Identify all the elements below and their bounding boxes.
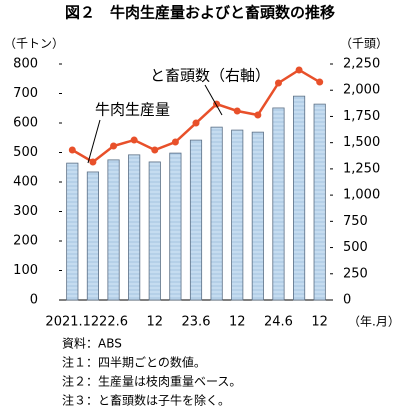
bar: [107, 159, 120, 301]
note: 資料：ABS: [62, 337, 122, 351]
chart-title: 図２ 牛肉生産量およびと畜頭数の推移: [65, 4, 335, 22]
line-point: [110, 142, 118, 150]
y-tick-label: 600: [13, 116, 38, 131]
line-point: [274, 79, 282, 87]
bar: [251, 131, 264, 301]
x-tick-label: 12: [146, 315, 163, 330]
bar: [272, 107, 285, 301]
y-tick-label: 700: [13, 86, 38, 101]
line-point: [192, 119, 200, 127]
y-tick-label: 300: [13, 204, 38, 219]
bar: [169, 152, 182, 301]
y2-tick-label: 250: [343, 266, 368, 281]
line-point: [130, 136, 138, 144]
y-axis-label: （千トン）: [4, 37, 64, 51]
y-tick-label: 500: [13, 145, 38, 160]
bar: [148, 161, 161, 301]
note: 注１：四半期ごとの数値。: [62, 355, 206, 370]
series-label: と畜頭数（右軸）: [150, 67, 270, 85]
note: 注２：生産量は枝肉重量ベース。: [62, 374, 241, 389]
y2-tick-label: 2,250: [343, 57, 380, 72]
x-tick-label: 12: [311, 315, 328, 330]
y-tick-label: 0: [30, 293, 38, 308]
y-tick-label: 200: [13, 234, 38, 249]
x-tick-label: 2021.12: [45, 315, 99, 330]
y2-tick-label: 500: [343, 240, 368, 255]
y2-tick-label: 1,000: [343, 188, 380, 203]
line-point: [171, 138, 179, 146]
x-axis-label: （年.月）: [348, 315, 400, 329]
y2-tick-label: 1,750: [343, 109, 380, 124]
x-tick-label: 24.6: [264, 315, 293, 330]
y2-tick-label: 1,500: [343, 135, 380, 150]
line-point: [68, 146, 76, 154]
leader: [204, 84, 223, 116]
bar: [66, 162, 79, 301]
leader: [87, 119, 101, 164]
note: 注３：と畜頭数は子牛を除く。: [62, 393, 230, 408]
y2-tick-label: 750: [343, 214, 368, 229]
bar: [313, 103, 326, 301]
bar: [210, 126, 223, 301]
line-point: [295, 66, 303, 74]
line-point: [151, 146, 159, 154]
line-point: [254, 111, 262, 119]
series-label: 牛肉生産量: [95, 101, 170, 119]
line-point: [316, 78, 324, 86]
y-tick-label: 800: [13, 57, 38, 72]
y-tick-label: 400: [13, 175, 38, 190]
bar: [86, 171, 99, 301]
y-tick-label: 100: [13, 263, 38, 278]
bar: [128, 154, 141, 301]
y2-axis-label: （千頭）: [340, 37, 388, 51]
y2-tick-label: 2,000: [343, 83, 380, 98]
y2-tick-label: 1,250: [343, 161, 380, 176]
line-point: [89, 158, 97, 166]
bar: [189, 139, 203, 301]
line-point: [233, 107, 241, 115]
x-tick-label: 22.6: [99, 315, 128, 330]
bar: [231, 129, 244, 301]
x-tick-label: 12: [229, 315, 246, 330]
x-tick-label: 23.6: [182, 315, 211, 330]
y2-tick-label: 0: [343, 293, 351, 308]
bar: [293, 95, 306, 301]
